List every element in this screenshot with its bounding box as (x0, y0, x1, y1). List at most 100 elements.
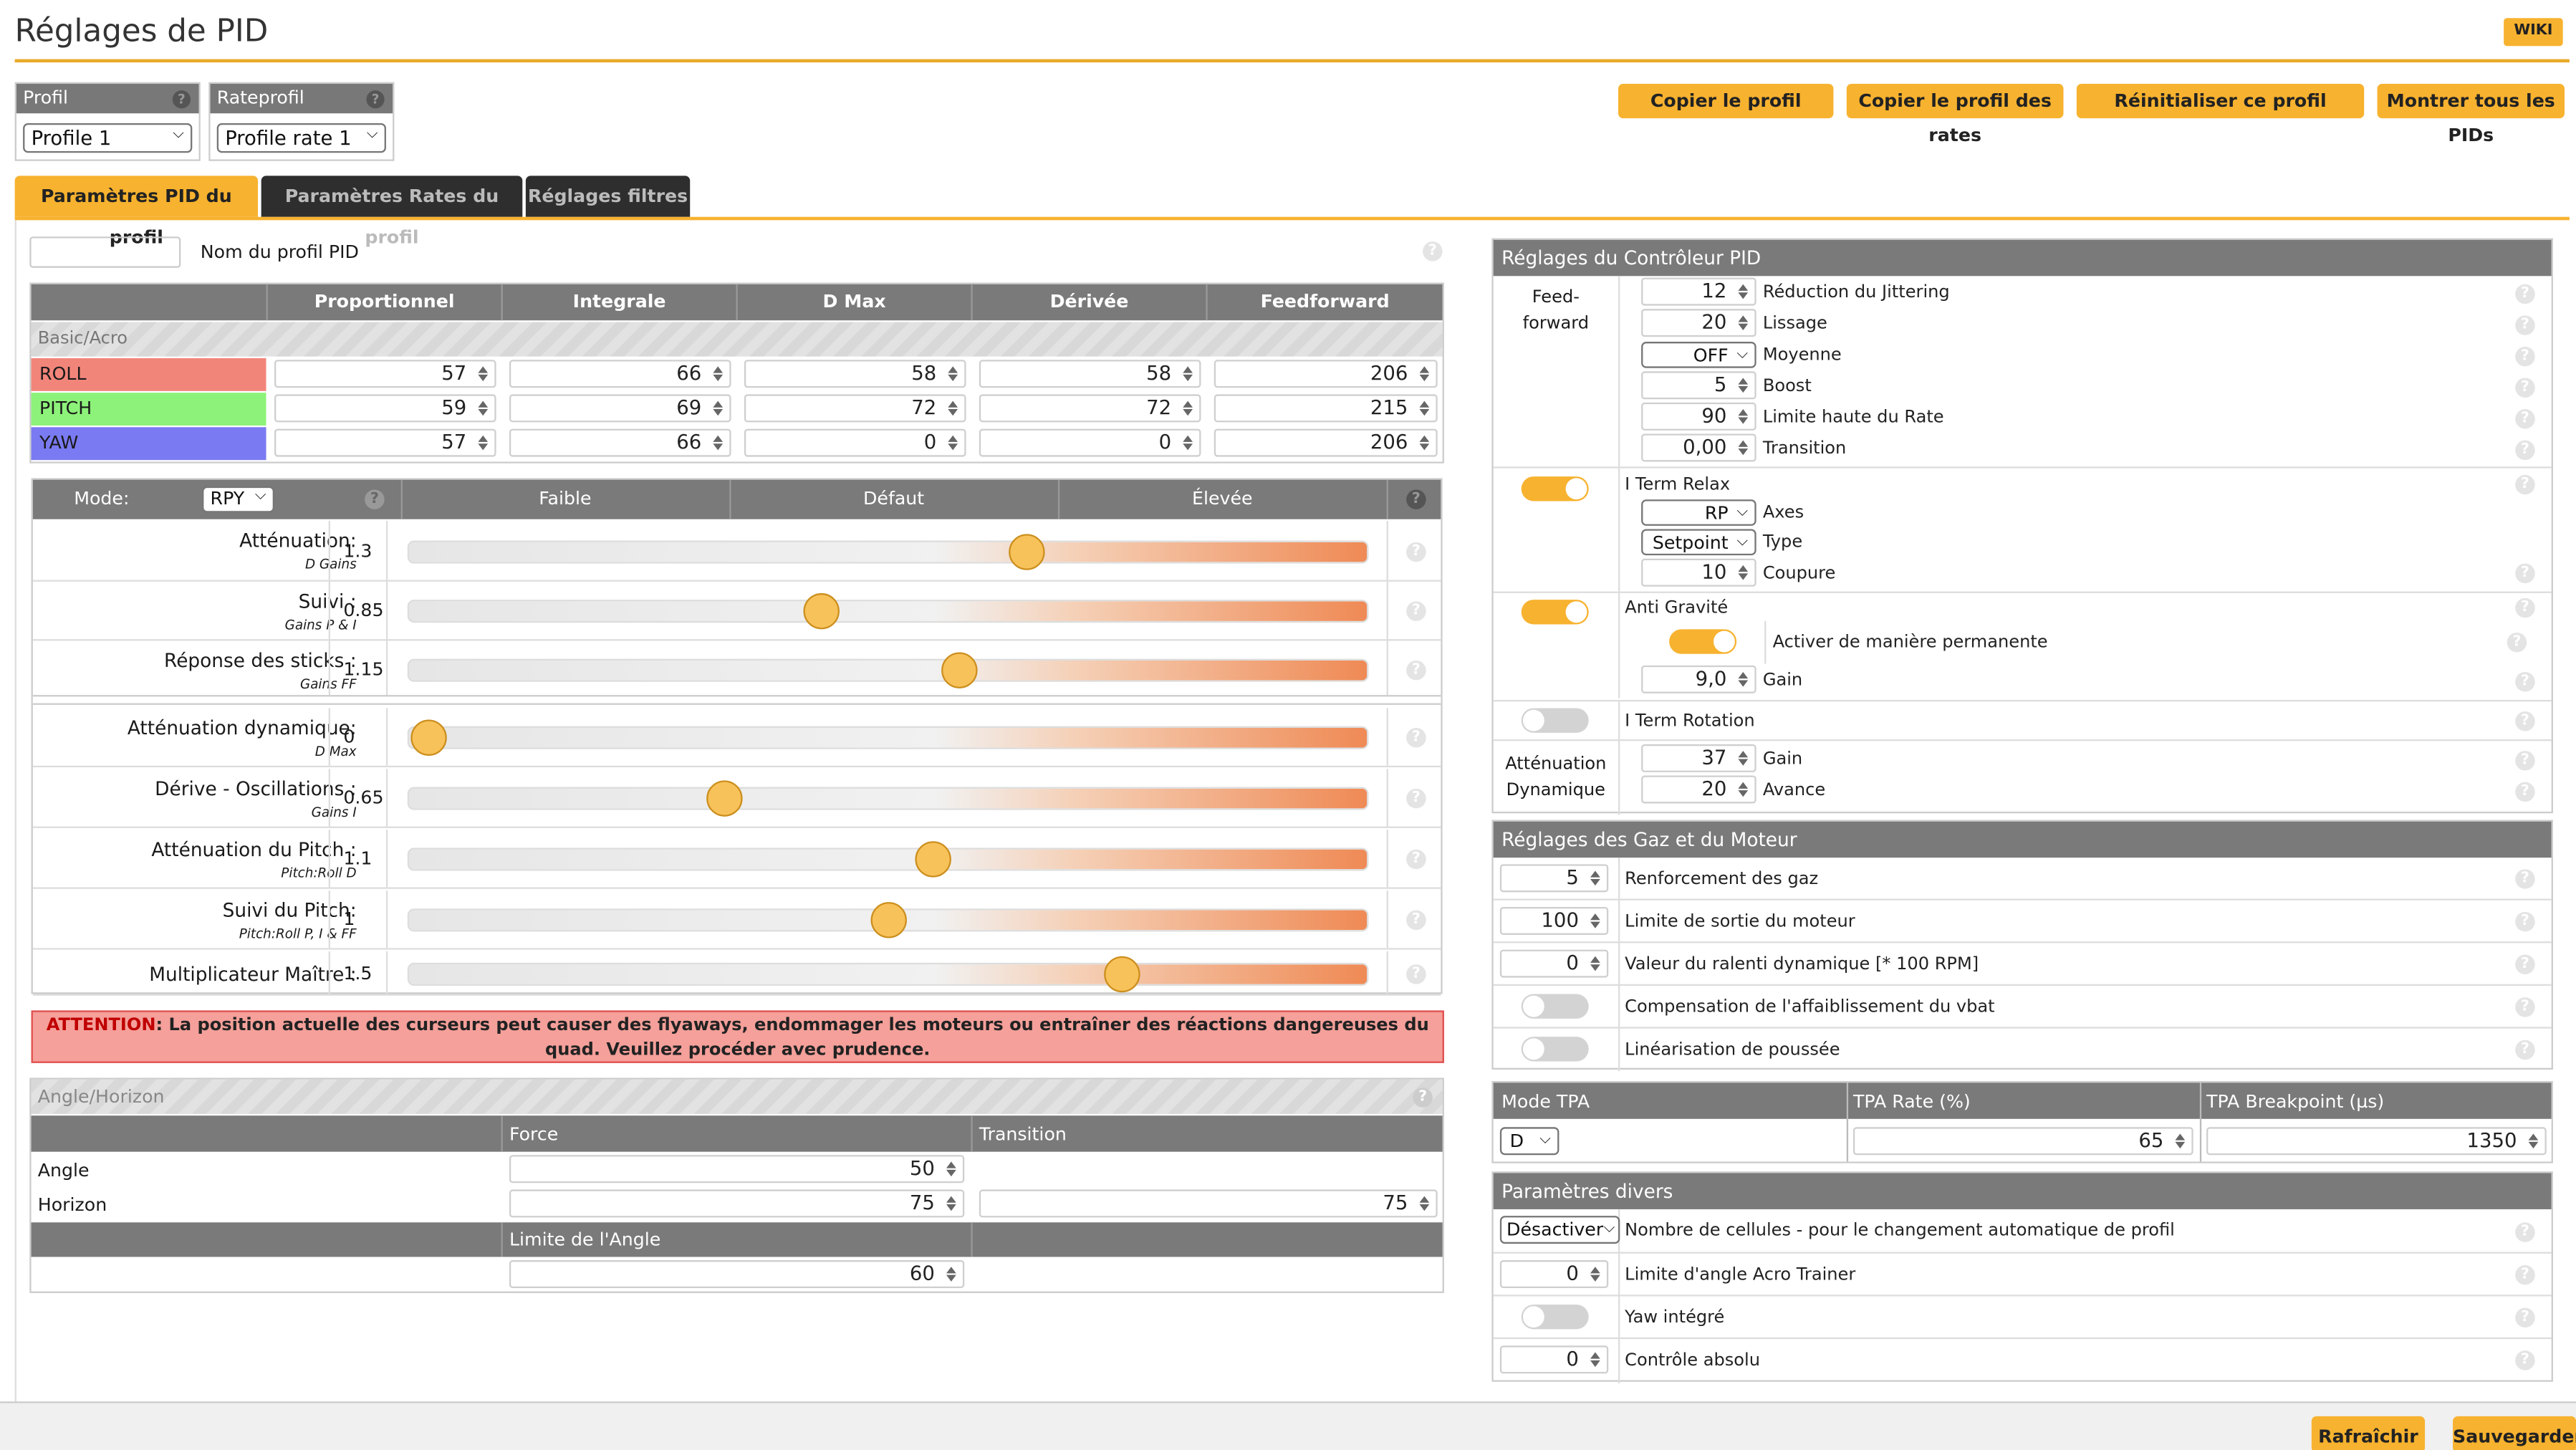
help-icon[interactable]: ? (2515, 284, 2535, 304)
help-icon[interactable]: ? (2507, 632, 2527, 653)
yaw-dmax-input[interactable]: 0 (744, 428, 966, 457)
ff-boost-input[interactable]: 5 (1641, 371, 1756, 400)
tpa-breakpoint-input[interactable]: 1350 (2206, 1127, 2547, 1156)
wiki-button[interactable]: WIKI (2504, 18, 2563, 47)
slider-thumb[interactable] (870, 902, 906, 938)
help-icon[interactable]: ? (1406, 489, 1426, 509)
slider-thumb[interactable] (915, 841, 952, 878)
iterm-type-select[interactable]: Setpoint ⌵ (1641, 529, 1756, 556)
tab-pid-profile[interactable]: Paramètres PID du profil (14, 176, 259, 248)
roll-p-input[interactable]: 57 (274, 360, 496, 388)
help-icon[interactable]: ? (2515, 409, 2535, 429)
pitch-dmax-input[interactable]: 72 (744, 394, 966, 423)
help-icon[interactable]: ? (2515, 346, 2535, 367)
iterm-relax-toggle[interactable] (1521, 476, 1589, 501)
roll-d-input[interactable]: 58 (979, 360, 1201, 388)
help-icon[interactable]: ? (1406, 660, 1426, 681)
help-icon[interactable]: ? (1406, 910, 1426, 931)
slider-track[interactable] (407, 780, 1369, 817)
horizon-transition-input[interactable]: 75 (979, 1189, 1438, 1218)
help-icon[interactable]: ? (2515, 711, 2535, 731)
help-icon[interactable]: ? (1406, 727, 1426, 748)
iterm-rotation-toggle[interactable] (1521, 708, 1589, 733)
mode-select[interactable]: RPY ⌵ (202, 486, 274, 513)
slider-track[interactable] (407, 592, 1369, 630)
help-icon[interactable]: ? (2515, 997, 2535, 1017)
dyn-advance-input[interactable]: 20 (1641, 775, 1756, 804)
ff-smoothing-input[interactable]: 20 (1641, 309, 1756, 337)
pid-name-input[interactable] (29, 236, 181, 268)
tab-rates-profile[interactable]: Paramètres Rates du profil (261, 176, 523, 248)
help-icon[interactable]: ? (2515, 378, 2535, 398)
roll-ff-input[interactable]: 206 (1213, 360, 1438, 388)
pitch-d-input[interactable]: 72 (979, 394, 1201, 423)
help-icon[interactable]: ? (2515, 751, 2535, 771)
slider-thumb[interactable] (707, 780, 744, 817)
slider-thumb[interactable] (802, 592, 840, 630)
help-icon[interactable]: ? (172, 90, 191, 109)
slider-thumb[interactable] (941, 652, 979, 688)
angle-limit-input[interactable]: 60 (509, 1260, 965, 1289)
tpa-rate-input[interactable]: 65 (1852, 1127, 2193, 1156)
help-icon[interactable]: ? (2515, 782, 2535, 802)
motor-limit-input[interactable]: 100 (1499, 906, 1609, 935)
pitch-i-input[interactable]: 69 (509, 394, 731, 423)
help-icon[interactable]: ? (2515, 1307, 2535, 1328)
profile-select[interactable]: Profile 1 ⌵ (23, 123, 193, 153)
rateprofile-select[interactable]: Profile rate 1 ⌵ (216, 123, 386, 153)
help-icon[interactable]: ? (1406, 964, 1426, 984)
dyn-gain-input[interactable]: 37 (1641, 744, 1756, 772)
refresh-button[interactable]: Rafraîchir (2311, 1416, 2426, 1450)
help-icon[interactable]: ? (2515, 597, 2535, 618)
slider-thumb[interactable] (1009, 533, 1045, 570)
integrated-yaw-toggle[interactable] (1521, 1304, 1589, 1330)
vbat-sag-toggle[interactable] (1521, 994, 1589, 1019)
iterm-axes-select[interactable]: RP ⌵ (1641, 499, 1756, 526)
slider-track[interactable] (407, 652, 1369, 688)
slider-track[interactable] (407, 719, 1369, 756)
absolute-control-input[interactable]: 0 (1499, 1345, 1609, 1374)
help-icon[interactable]: ? (1406, 849, 1426, 870)
ff-jitter-input[interactable]: 12 (1641, 277, 1756, 306)
tab-filters[interactable]: Réglages filtres (525, 176, 691, 217)
slider-track[interactable] (407, 955, 1369, 992)
help-icon[interactable]: ? (1406, 788, 1426, 809)
permanent-toggle[interactable] (1669, 629, 1737, 654)
help-icon[interactable]: ? (1423, 241, 1443, 261)
help-icon[interactable]: ? (1406, 601, 1426, 621)
help-icon[interactable]: ? (2515, 954, 2535, 974)
help-icon[interactable]: ? (1413, 1088, 1433, 1108)
yaw-d-input[interactable]: 0 (979, 428, 1201, 457)
iterm-cutoff-input[interactable]: 10 (1641, 558, 1756, 587)
help-icon[interactable]: ? (2515, 1350, 2535, 1370)
show-all-pids-button[interactable]: Montrer tous les PIDs (2377, 83, 2565, 146)
help-icon[interactable]: ? (2515, 869, 2535, 889)
horizon-force-input[interactable]: 75 (509, 1189, 965, 1218)
help-icon[interactable]: ? (2515, 1264, 2535, 1285)
pitch-ff-input[interactable]: 215 (1213, 394, 1438, 423)
help-icon[interactable]: ? (366, 90, 385, 109)
help-icon[interactable]: ? (365, 489, 385, 509)
ff-rate-limit-input[interactable]: 90 (1641, 402, 1756, 431)
reset-profile-button[interactable]: Réinitialiser ce profil (2076, 83, 2365, 119)
pitch-p-input[interactable]: 59 (274, 394, 496, 423)
roll-i-input[interactable]: 66 (509, 360, 731, 388)
save-button[interactable]: Sauvegarder (2453, 1416, 2576, 1450)
yaw-i-input[interactable]: 66 (509, 428, 731, 457)
cells-select[interactable]: Désactiver ⌵ (1499, 1216, 1620, 1244)
tpa-mode-select[interactable]: D ⌵ (1499, 1127, 1559, 1156)
ag-gain-input[interactable]: 9,0 (1641, 665, 1756, 693)
throttle-boost-input[interactable]: 5 (1499, 864, 1609, 893)
help-icon[interactable]: ? (2515, 315, 2535, 335)
help-icon[interactable]: ? (2515, 440, 2535, 461)
slider-track[interactable] (407, 902, 1369, 938)
copy-profile-button[interactable]: Copier le profil (1618, 83, 1834, 119)
slider-thumb[interactable] (1104, 955, 1141, 992)
help-icon[interactable]: ? (2515, 911, 2535, 932)
help-icon[interactable]: ? (2515, 1040, 2535, 1060)
angle-force-input[interactable]: 50 (509, 1155, 965, 1183)
slider-thumb[interactable] (410, 719, 447, 756)
yaw-ff-input[interactable]: 206 (1213, 428, 1438, 457)
ff-transition-input[interactable]: 0,00 (1641, 433, 1756, 462)
thrust-linear-toggle[interactable] (1521, 1037, 1589, 1062)
